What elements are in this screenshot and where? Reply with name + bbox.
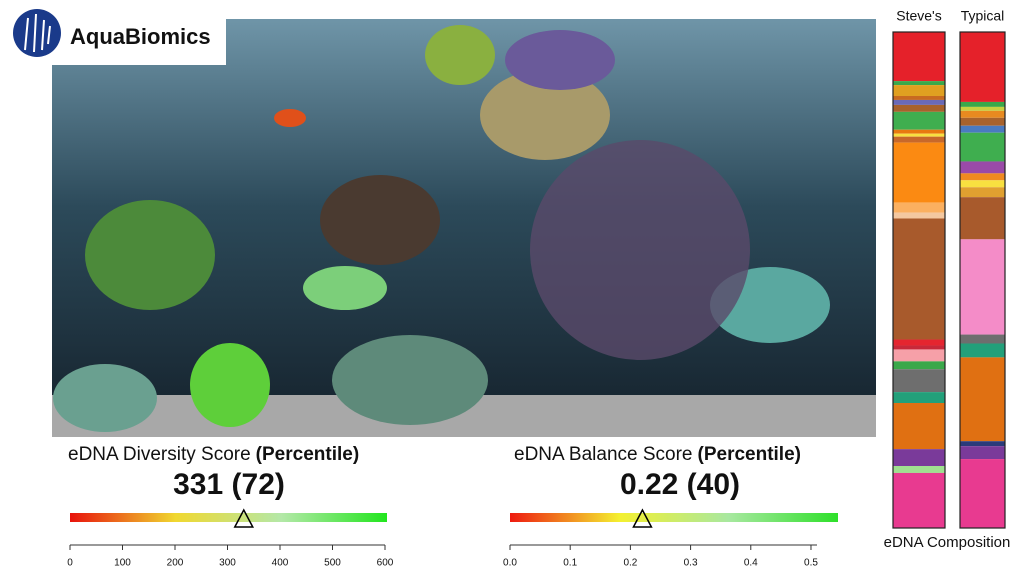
composition-segment — [893, 202, 945, 213]
title-text: eDNA Diversity Score — [68, 444, 251, 465]
score-marker — [632, 508, 653, 528]
composition-segment — [960, 132, 1005, 162]
composition-segment — [893, 142, 945, 203]
composition-segment — [960, 110, 1005, 118]
bar-label: Steve's — [896, 8, 941, 24]
composition-segment — [960, 343, 1005, 358]
composition-segment — [893, 136, 945, 143]
score-value: 331 (72) — [173, 468, 285, 501]
composition-segment — [893, 104, 945, 112]
x-tick-label: 0.3 — [684, 558, 698, 569]
composition-segment — [960, 187, 1005, 198]
composition-segment — [893, 111, 945, 130]
x-tick-label: 300 — [219, 558, 236, 569]
composition-segment — [893, 361, 945, 370]
composition-segment — [960, 173, 1005, 181]
composition-segment — [960, 117, 1005, 126]
gauge-bar — [70, 513, 387, 522]
title-text: eDNA Balance Score — [514, 444, 693, 465]
composition-segment — [893, 472, 945, 528]
composition-segment — [893, 403, 945, 450]
composition-segment — [960, 180, 1005, 188]
composition-segment — [960, 101, 1005, 107]
composition-segment — [960, 197, 1005, 240]
composition-segment — [893, 212, 945, 219]
composition-segment — [960, 446, 1005, 460]
composition-segment — [893, 218, 945, 340]
composition-segment — [960, 459, 1005, 528]
x-tick-label: 0.1 — [563, 558, 577, 569]
composition-segment — [893, 95, 945, 100]
bar-outline — [959, 31, 1006, 529]
x-tick-label: 500 — [324, 558, 341, 569]
gauge-title: eDNA Diversity Score (Percentile) — [68, 444, 359, 465]
x-tick-label: 400 — [272, 558, 289, 569]
title-suffix: (Percentile) — [256, 444, 359, 465]
composition-segment — [893, 345, 945, 350]
logo: AquaBiomics — [0, 0, 226, 65]
composition-segment — [893, 369, 945, 393]
composition-segment — [960, 441, 1005, 447]
composition-segment — [893, 99, 945, 105]
brand-name: AquaBiomics — [70, 24, 211, 49]
x-tick-label: 0.0 — [503, 558, 517, 569]
bar-outline — [892, 31, 946, 529]
composition-segment — [960, 357, 1005, 442]
bar-label: Typical — [961, 8, 1005, 24]
composition-segment — [893, 449, 945, 466]
composition-segment — [893, 466, 945, 473]
composition-segment — [960, 239, 1005, 335]
composition-segment — [960, 161, 1005, 174]
composition-segment — [893, 32, 945, 82]
score-marker — [233, 508, 255, 528]
composition-segment — [960, 106, 1005, 111]
composition-segment — [893, 349, 945, 362]
composition-segment — [893, 85, 945, 96]
x-tick-label: 0.4 — [744, 558, 758, 569]
x-tick-label: 600 — [377, 558, 394, 569]
x-tick-label: 0.5 — [804, 558, 818, 569]
gauge-bar — [510, 513, 838, 522]
aquarium-photo — [52, 19, 876, 437]
composition-label: eDNA Composition — [884, 534, 1011, 551]
composition-segment — [893, 81, 945, 86]
composition-segment — [960, 32, 1005, 102]
gauge-title: eDNA Balance Score (Percentile) — [514, 444, 801, 465]
composition-segment — [960, 334, 1005, 344]
x-tick-label: 0.2 — [623, 558, 637, 569]
composition-segment — [893, 392, 945, 404]
x-tick-label: 100 — [114, 558, 131, 569]
composition-segment — [893, 339, 945, 346]
score-value: 0.22 (40) — [620, 468, 740, 501]
composition-segment — [960, 125, 1005, 133]
x-tick-label: 200 — [167, 558, 184, 569]
composition-segment — [893, 129, 945, 134]
x-tick-label: 0 — [67, 558, 73, 569]
title-suffix: (Percentile) — [698, 444, 801, 465]
composition-segment — [893, 133, 945, 137]
